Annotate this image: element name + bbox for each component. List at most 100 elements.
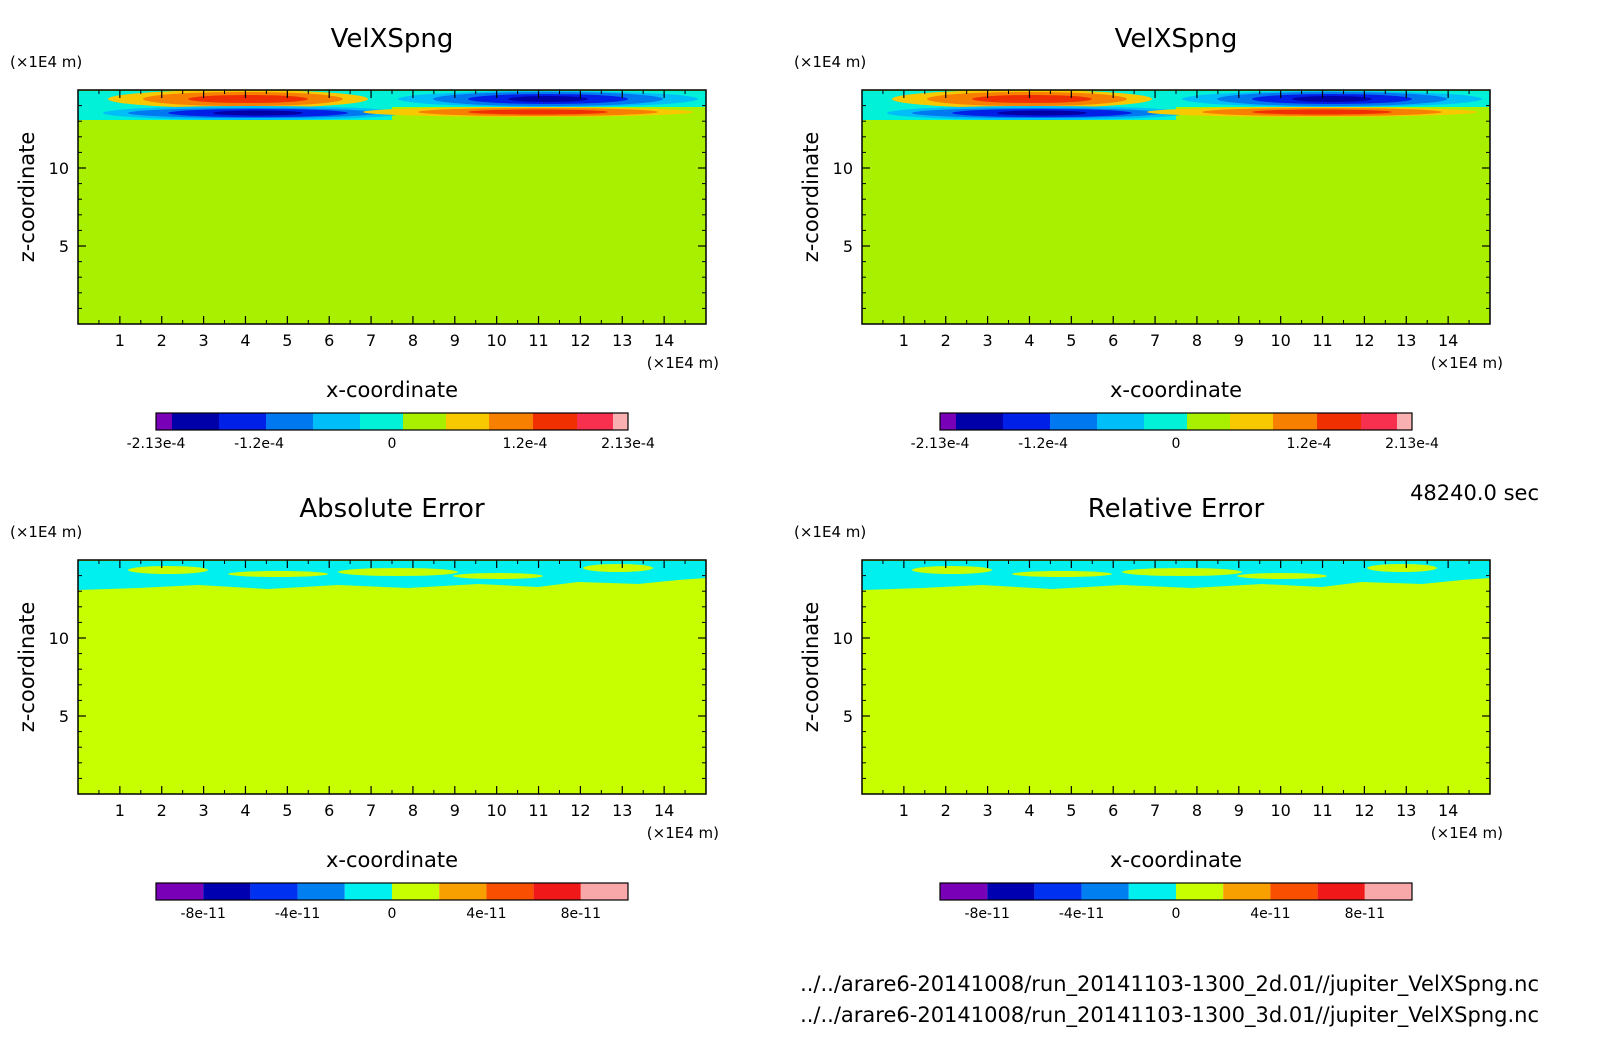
colorbar-swatch [1003, 413, 1050, 430]
colorbar-tick-label: 1.2e-4 [1287, 436, 1332, 452]
colorbar-tick-label: 2.13e-4 [1385, 436, 1439, 452]
x-tick-label: 11 [528, 331, 548, 350]
colorbar-swatch [1364, 883, 1412, 900]
y-tick-label: 5 [59, 237, 69, 256]
x-tick-label: 10 [486, 331, 506, 350]
contour-band [997, 110, 1087, 116]
x-unit-label: (×1E4 m) [1431, 354, 1503, 372]
colorbar-swatch [1317, 883, 1365, 900]
y-tick-label: 10 [49, 159, 69, 178]
y-axis-label: z-coordinate [15, 602, 39, 733]
x-tick-label: 6 [1108, 801, 1118, 820]
x-tick-label: 11 [1312, 331, 1332, 350]
x-unit-label: (×1E4 m) [1431, 824, 1503, 842]
colorbar-tick-label: 0 [388, 906, 397, 922]
colorbar-swatch [940, 883, 988, 900]
field-layer [78, 560, 706, 794]
x-tick-label: 13 [612, 331, 632, 350]
x-tick-label: 6 [324, 801, 334, 820]
colorbar-swatch [533, 883, 581, 900]
x-tick-label: 1 [115, 801, 125, 820]
colorbar-swatch [1397, 413, 1412, 430]
field-layer [862, 90, 1490, 324]
colorbar-swatch [219, 413, 266, 430]
contour-band [128, 566, 208, 574]
chart-panel-1: VelXSpng(×1E4 m)1 2 3 4 5 6 7 8 9 10 11 12 13 14510(×… [10, 24, 719, 452]
field-layer [78, 90, 706, 324]
x-tick-label: 10 [1270, 801, 1290, 820]
colorbar-swatch [203, 883, 251, 900]
colorbar: -8e-11 -4e-11 0 4e-11 8e-11 [155, 882, 629, 922]
colorbar-swatch [1144, 413, 1187, 430]
contour-band [1237, 573, 1327, 579]
x-tick-label: 3 [199, 331, 209, 350]
y-axis-label: z-coordinate [799, 602, 823, 733]
colorbar: -2.13e-4 -1.2e-4 0 1.2e-4 2.13e-4 [911, 412, 1439, 452]
colorbar-tick-label: 8e-11 [561, 906, 601, 922]
x-tick-label: 12 [1354, 801, 1374, 820]
x-tick-label: 3 [199, 801, 209, 820]
x-tick-label: 8 [1192, 801, 1202, 820]
colorbar-tick-label: -1.2e-4 [1018, 436, 1068, 452]
x-tick-label: 13 [612, 801, 632, 820]
x-tick-label: 13 [1396, 801, 1416, 820]
contour-band [188, 95, 308, 103]
x-tick-label: 1 [115, 331, 125, 350]
chart-panel-2: VelXSpng(×1E4 m)1 2 3 4 5 6 7 8 9 10 11 12 13 14510(×… [794, 24, 1503, 452]
colorbar-swatch [489, 413, 533, 430]
x-tick-label: 1 [899, 331, 909, 350]
x-tick-label: 12 [570, 801, 590, 820]
colorbar-swatch [1050, 413, 1097, 430]
colorbar-swatch [577, 413, 613, 430]
field-layer [862, 560, 1490, 794]
colorbar-swatch [580, 883, 628, 900]
field-background [78, 90, 706, 324]
colorbar-tick-label: 0 [388, 436, 397, 452]
colorbar: -2.13e-4 -1.2e-4 0 1.2e-4 2.13e-4 [127, 412, 655, 452]
x-tick-label: 14 [1438, 331, 1458, 350]
contour-band [1367, 564, 1437, 572]
x-tick-label: 11 [528, 801, 548, 820]
y-unit-label: (×1E4 m) [10, 523, 82, 541]
colorbar: -8e-11 -4e-11 0 4e-11 8e-11 [939, 882, 1413, 922]
x-tick-label: 2 [157, 331, 167, 350]
colorbar-swatch [1273, 413, 1317, 430]
colorbar-swatch [439, 883, 487, 900]
y-tick-label: 10 [833, 159, 853, 178]
y-unit-label: (×1E4 m) [794, 53, 866, 71]
x-tick-label: 10 [486, 801, 506, 820]
y-unit-label: (×1E4 m) [10, 53, 82, 71]
colorbar-frame [155, 882, 629, 901]
colorbar-tick-label: -2.13e-4 [127, 436, 186, 452]
contour-band [1252, 109, 1392, 115]
contour-band [912, 566, 992, 574]
x-tick-label: 4 [240, 331, 250, 350]
chart-panel-4: Relative Error(×1E4 m)1 2 3 4 5 6 7 8 9 10 11 12 13 1… [794, 494, 1503, 922]
colorbar-tick-label: -8e-11 [964, 906, 1009, 922]
contour-band [1122, 568, 1242, 576]
x-unit-label: (×1E4 m) [647, 354, 719, 372]
x-tick-label: 9 [1234, 331, 1244, 350]
time-label: 48240.0 sec [1410, 481, 1539, 505]
colorbar-tick-label: 1.2e-4 [503, 436, 548, 452]
x-tick-label: 2 [941, 801, 951, 820]
x-unit-label: (×1E4 m) [647, 824, 719, 842]
x-tick-label: 6 [324, 331, 334, 350]
colorbar-swatch [1034, 883, 1082, 900]
contour-band [338, 568, 458, 576]
colorbar-tick-label: -2.13e-4 [911, 436, 970, 452]
contour-band [453, 573, 543, 579]
x-axis-label: x-coordinate [1110, 378, 1242, 402]
x-tick-label: 4 [1024, 331, 1034, 350]
contour-band [468, 109, 608, 115]
x-tick-label: 8 [408, 331, 418, 350]
field-background [862, 90, 1490, 324]
x-tick-label: 9 [1234, 801, 1244, 820]
colorbar-swatch [403, 413, 446, 430]
colorbar-swatch [1270, 883, 1318, 900]
colorbar-tick-label: 4e-11 [1250, 906, 1290, 922]
colorbar-swatch [613, 413, 628, 430]
chart-title: VelXSpng [331, 24, 454, 54]
y-tick-label: 10 [833, 629, 853, 648]
